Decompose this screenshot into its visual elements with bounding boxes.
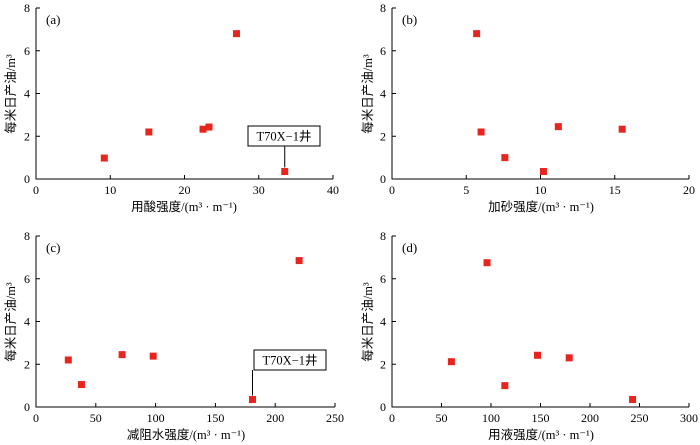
panel-c-y-tick-label: 0 [24,400,30,414]
panel-b: (b) 加砂强度/(m³ · m⁻¹) 每米日产油/m³ 0 5 10 15 20 0 2 4… [360,1,695,214]
panel-b-data-point [618,125,626,133]
panel-d-y-tick-label: 0 [380,400,386,414]
panel-b-x-tick-label: 5 [463,183,469,197]
panel-d-y-tick-label: 2 [380,357,386,371]
panel-a-data-point [205,123,213,131]
panel-b-y-tick-label: 0 [380,172,386,186]
panel-c-y-axis-title: 每米日产油/m³ [3,282,18,362]
panel-a-annotation-box [247,125,321,147]
panel-a-data-point [232,30,240,38]
panel-d-x-tick-label: 200 [581,411,599,425]
panel-a-x-tick-label: 0 [33,183,39,197]
panel-c-y-tick-label: 6 [24,272,30,286]
panel-a-y-tick-label: 8 [24,1,30,15]
panel-d-y-tick-label: 6 [380,272,386,286]
panel-a-x-tick-label: 30 [253,183,265,197]
panel-c-data-point [149,352,157,360]
panel-c-data-point [118,351,126,359]
panel-b-y-axis-title: 每米日产油/m³ [360,54,375,134]
panel-b-data-point [501,154,509,162]
panel-a-label: (a) [46,12,60,27]
panel-c-y-tick-label: 2 [24,357,30,371]
panel-a-data-point [100,154,108,162]
panel-d-label: (d) [402,240,417,255]
panel-b-data-point [473,30,481,38]
panel-c-x-tick-label: 50 [90,411,102,425]
panel-a-annotation-text: T70X−1井 [257,130,312,144]
panel-d: (d) 用液强度/(m³ · m⁻¹) 每米日产油/m³ 0 50 100 150 20… [360,229,698,442]
panel-b-data-point [539,168,547,176]
panel-d-x-axis-title: 用液强度/(m³ · m⁻¹) [488,427,594,442]
panel-d-axes-frame [391,236,689,408]
panel-d-x-tick-label: 50 [436,411,448,425]
panel-b-x-axis-title: 加砂强度/(m³ · m⁻¹) [488,199,594,214]
panel-d-x-tick-label: 250 [631,411,649,425]
panel-c-data-point [77,381,85,389]
panel-d-data-point [501,382,509,390]
panel-c-annotation-box [253,349,327,371]
panel-d-data-point [534,351,542,359]
panel-a-axes-frame [35,8,333,180]
panel-c-label: (c) [46,240,60,255]
panel-a-x-tick-label: 10 [104,183,116,197]
panel-c-x-tick-label: 250 [326,411,344,425]
panel-d-data-point [629,396,637,404]
panel-a-x-tick-label: 40 [327,183,339,197]
panel-b-x-tick-label: 15 [609,183,621,197]
panel-c-annotation-text: T70X−1井 [263,354,318,368]
panel-b-x-tick-label: 20 [683,183,695,197]
panel-c-data-point [64,356,72,364]
panel-a-y-tick-label: 6 [24,44,30,58]
panel-a-data-point [281,168,289,176]
panel-d-y-axis-title: 每米日产油/m³ [360,282,375,362]
panel-c-x-tick-label: 0 [33,411,39,425]
panel-d-data-point [447,358,455,366]
panel-b-y-tick-label: 8 [380,1,386,15]
panel-c-y-tick-label: 8 [24,229,30,243]
panel-d-y-tick-label: 8 [380,229,386,243]
panel-c-x-tick-label: 100 [147,411,165,425]
panel-b-y-tick-label: 6 [380,44,386,58]
panel-a-data-point [145,128,153,136]
panel-c-y-tick-label: 4 [24,315,30,329]
panel-d-y-tick-label: 4 [380,315,386,329]
panel-d-x-tick-label: 0 [389,411,395,425]
panel-d-x-tick-label: 100 [482,411,500,425]
panel-c-x-tick-label: 200 [266,411,284,425]
panel-d-x-tick-label: 300 [680,411,698,425]
panel-b-label: (b) [402,12,417,27]
panel-b-x-tick-label: 10 [535,183,547,197]
panel-d-data-point [483,259,491,267]
panel-c-data-point [248,396,256,404]
panel-a-data-point [199,125,207,133]
panel-b-axes-frame [391,8,689,180]
panel-a-y-tick-label: 0 [24,172,30,186]
panel-a-x-axis-title: 用酸强度/(m³ · m⁻¹) [131,199,237,214]
panel-b-y-tick-label: 4 [380,87,386,101]
panel-a-y-axis-title: 每米日产油/m³ [3,54,18,134]
panel-b-x-tick-label: 0 [389,183,395,197]
panel-b-data-point [554,123,562,131]
panel-c-x-tick-label: 150 [206,411,224,425]
panel-d-x-tick-label: 150 [532,411,550,425]
panel-a: (a) 用酸强度/(m³ · m⁻¹) 每米日产油/m³ 0 10 20 30 40 0 2… [3,1,339,214]
panel-d-data-point [565,354,573,362]
panel-c: (c) 减阻水强度/(m³ · m⁻¹) 每米日产油/m³ 0 50 100 150 2… [3,229,344,442]
panel-a-y-tick-label: 2 [24,129,30,143]
panel-c-data-point [295,257,303,265]
panel-a-y-tick-label: 4 [24,87,30,101]
panel-c-x-axis-title: 减阻水强度/(m³ · m⁻¹) [127,427,245,442]
panel-b-data-point [477,128,485,136]
panel-a-x-tick-label: 20 [179,183,191,197]
panel-b-y-tick-label: 2 [380,129,386,143]
